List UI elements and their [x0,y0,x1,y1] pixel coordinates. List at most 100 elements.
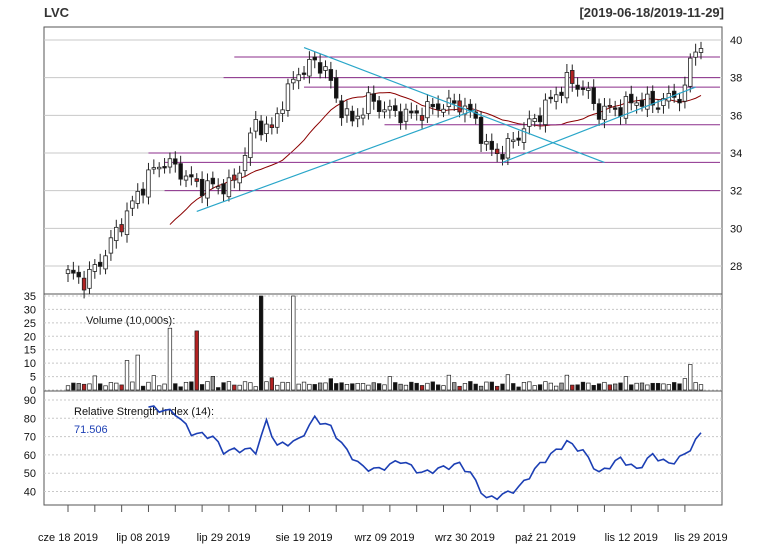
volume-bar [489,381,494,391]
candle-body [645,93,650,110]
candle-body [334,77,339,99]
candle-body [119,224,124,233]
candle-body [269,124,275,128]
candle-body [419,115,425,121]
volume-bar [666,384,671,391]
x-axis-tick-label: cze 18 2019 [38,532,98,544]
volume-bar [623,376,629,391]
rsi-last-value: 71.506 [74,424,108,436]
volume-bar [285,382,291,391]
volume-bar [575,384,580,391]
candle-body [575,84,580,90]
candle-body [146,169,151,198]
volume-bar [366,384,371,391]
volume-bar [473,383,478,391]
candle-body [194,178,199,182]
candle-body [484,141,489,145]
volume-bar [189,381,194,391]
price-axis-tick-label: 30 [730,223,742,235]
volume-bar [580,381,586,391]
volume-bar [457,385,462,391]
volume-axis-tick-label: 10 [24,358,36,370]
volume-bar [661,383,666,391]
candle-body [221,183,226,195]
candle-body [500,153,505,160]
volume-bar [92,375,97,391]
volume-bar [516,386,521,391]
volume-bar [495,385,500,391]
volume-bar [688,364,693,391]
candle-body [237,172,242,184]
price-axis-tick-label: 38 [730,73,742,85]
candle-body [162,166,167,169]
volume-bar [264,381,269,391]
volume-bar [629,384,634,391]
volume-bar [527,381,532,391]
rsi-axis-tick-label: 90 [24,395,36,407]
trendline [196,109,476,212]
volume-bar [140,385,146,391]
candle-body [527,118,532,127]
candle-body [210,177,216,185]
candle-body [580,87,586,90]
volume-bar [618,382,623,391]
candle-body [441,108,446,113]
volume-bar [323,382,328,391]
candle-body [650,90,655,106]
trendline [303,46,605,163]
rsi-axis-tick-label: 40 [24,487,36,499]
volume-axis-tick-label: 0 [30,385,36,397]
candle-body [618,107,623,117]
volume-bar [462,383,468,391]
volume-bar [602,381,607,391]
rsi-axis-tick-label: 60 [24,450,36,462]
volume-bar [409,381,414,391]
candle-body [591,87,596,105]
candle-body [543,99,548,125]
volume-bar [103,385,108,391]
volume-bar [677,383,682,391]
volume-bar [65,385,71,391]
volume-bar [398,383,403,391]
volume-bar [232,384,237,391]
volume-bar [87,383,92,391]
volume-bar [108,382,114,391]
candle-body [494,148,500,155]
candle-body [167,158,173,168]
price-axis-tick-label: 28 [730,261,742,273]
candle-body [629,93,634,104]
candle-body [103,255,108,270]
volume-bar [570,384,575,391]
rsi-axis-tick-label: 80 [24,413,36,425]
candle-body [425,101,430,119]
candle-body [473,111,478,119]
price-axis-tick-label: 40 [730,35,742,47]
price-axis-tick-label: 34 [730,148,742,160]
volume-bar [484,381,489,391]
x-axis-tick-label: lis 29 2019 [674,532,727,544]
candle-body [677,98,682,104]
volume-bar [199,384,205,391]
volume-bar [344,384,350,391]
x-axis-tick-label: wrz 30 2019 [434,532,495,544]
volume-bar [425,382,430,391]
candle-body [92,264,98,272]
volume-bar [613,383,618,391]
volume-bar [301,381,307,391]
candle-body [452,100,457,104]
volume-bar [419,385,425,391]
volume-axis-tick-label: 15 [24,345,36,357]
volume-bar [693,382,698,391]
volume-bar [543,381,548,391]
x-axis-tick-label: lip 08 2019 [116,532,170,544]
volume-bar [173,383,178,391]
volume-bar [275,384,280,391]
volume-bar [280,381,285,391]
volume-bar [537,384,543,391]
candle-body [135,190,140,204]
volume-bar [124,360,130,391]
volume-bar [183,381,189,391]
volume-bar [672,382,677,391]
x-axis-tick-label: sie 19 2019 [276,532,333,544]
moving-average-line [169,92,702,225]
